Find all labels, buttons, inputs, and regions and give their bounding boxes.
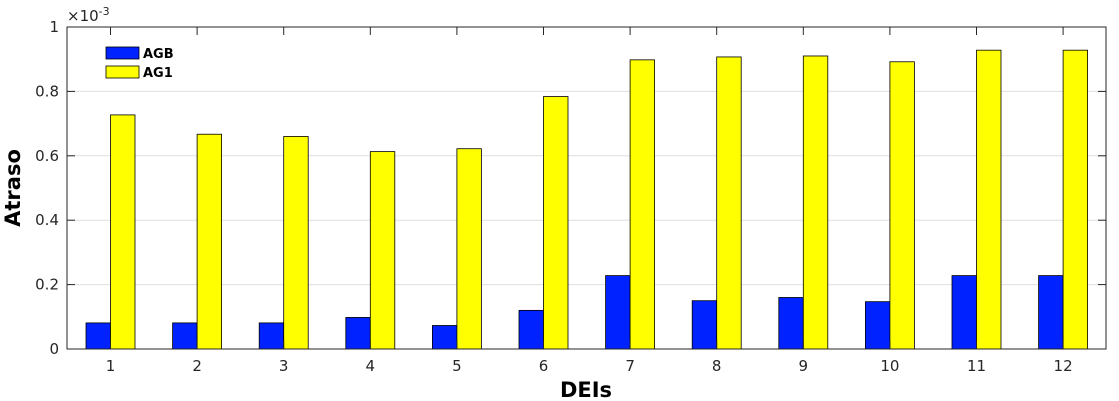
bar-agb-6 [518,309,544,350]
x-tick-label: 12 [1054,357,1073,375]
bar-agb-12 [1038,275,1064,350]
x-tick-label: 10 [880,357,899,375]
legend-label-agb: AGB [143,47,174,62]
bars [85,49,1088,350]
plot-frame [66,26,1107,350]
y-tick-label: 0.8 [35,82,59,100]
bar-agb-10 [865,301,891,350]
bar-ag1-11 [976,49,1002,350]
x-tick-label: 8 [712,357,722,375]
bar-ag1-6 [543,96,569,350]
y-tick-label: 0.6 [35,147,59,165]
bar-ag1-4 [369,151,396,350]
bar-ag1-3 [283,136,309,350]
y-exponent-base: ×10 [67,7,99,25]
bar-agb-1 [85,322,111,350]
x-tick-label: 6 [539,357,549,375]
bar-agb-7 [605,275,631,350]
x-tick-label: 5 [452,357,462,375]
x-axis-title: DEIs [560,378,612,401]
x-tick-label: 3 [279,357,289,375]
bar-agb-2 [172,322,198,350]
legend-label-ag1: AG1 [143,66,173,81]
x-ticks: 1 2 3 4 5 6 7 8 9 10 11 12 [106,27,1073,375]
y-tick-label: 1 [49,18,59,36]
y-tick-label: 0.2 [35,276,59,294]
bar-ag1-5 [456,148,482,350]
y-tick-label: 0 [49,340,59,358]
bar-ag1-10 [889,61,915,350]
x-tick-label: 2 [192,357,202,375]
y-tick-label: 0.4 [35,211,59,229]
bar-ag1-7 [629,59,655,350]
bar-agb-9 [778,297,804,350]
grid-lines [67,90,1106,286]
legend: AGB AG1 [105,46,174,81]
y-ticks: 0 0.2 0.4 0.6 0.8 1 [35,18,1106,358]
x-tick-label: 4 [366,357,376,375]
x-tick-label: 9 [799,357,809,375]
bar-agb-3 [258,322,285,350]
y-exponent-power: -3 [99,5,110,18]
legend-swatch-ag1 [105,65,140,79]
y-axis-title: Atraso [1,149,25,227]
legend-swatch-agb [105,46,140,60]
bar-ag1-2 [196,133,223,350]
x-tick-label: 11 [967,357,986,375]
bar-ag1-8 [716,56,742,350]
bar-agb-11 [951,275,977,350]
bar-agb-8 [691,300,718,350]
bar-agb-5 [431,325,458,350]
bar-agb-4 [345,317,371,350]
x-tick-label: 7 [625,357,635,375]
bar-ag1-1 [110,114,136,350]
y-exponent: ×10-3 [67,5,110,25]
bar-ag1-12 [1062,49,1088,350]
x-tick-label: 1 [106,357,116,375]
bar-ag1-9 [802,55,829,350]
